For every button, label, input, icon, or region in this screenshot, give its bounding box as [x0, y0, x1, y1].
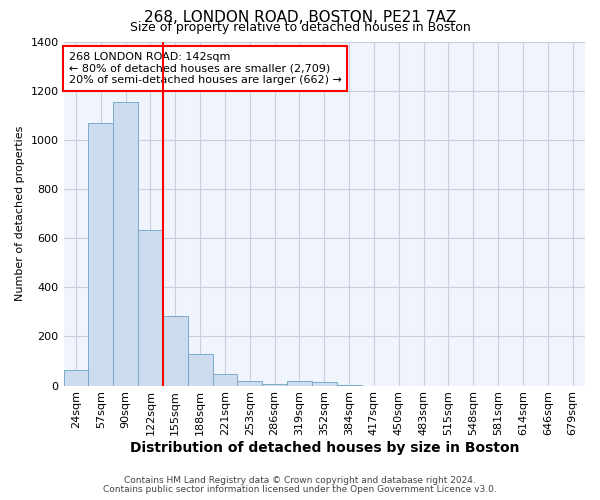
Bar: [163, 316, 188, 386]
Bar: [113, 102, 138, 386]
X-axis label: Distribution of detached houses by size in Boston: Distribution of detached houses by size …: [130, 441, 519, 455]
Bar: [337, 385, 362, 386]
Text: Contains HM Land Registry data © Crown copyright and database right 2024.: Contains HM Land Registry data © Crown c…: [124, 476, 476, 485]
Bar: [262, 384, 287, 386]
Bar: [64, 370, 88, 386]
Bar: [88, 122, 113, 386]
Bar: [312, 382, 337, 386]
Bar: [287, 380, 312, 386]
Text: 268, LONDON ROAD, BOSTON, PE21 7AZ: 268, LONDON ROAD, BOSTON, PE21 7AZ: [144, 10, 456, 25]
Bar: [238, 380, 262, 386]
Bar: [138, 230, 163, 386]
Bar: [188, 354, 212, 386]
Text: 268 LONDON ROAD: 142sqm
← 80% of detached houses are smaller (2,709)
20% of semi: 268 LONDON ROAD: 142sqm ← 80% of detache…: [69, 52, 341, 85]
Y-axis label: Number of detached properties: Number of detached properties: [15, 126, 25, 301]
Bar: [212, 374, 238, 386]
Text: Size of property relative to detached houses in Boston: Size of property relative to detached ho…: [130, 21, 470, 34]
Text: Contains public sector information licensed under the Open Government Licence v3: Contains public sector information licen…: [103, 485, 497, 494]
